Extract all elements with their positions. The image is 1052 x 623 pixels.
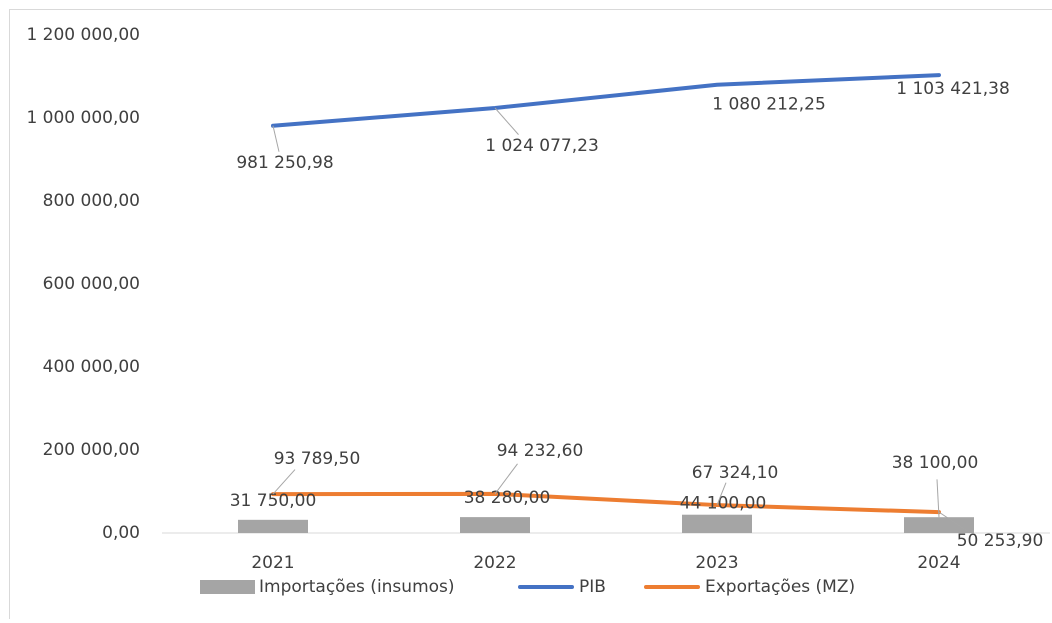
bar xyxy=(238,520,308,533)
data-label: 94 232,60 xyxy=(497,441,584,461)
x-tick-label: 2022 xyxy=(473,553,516,573)
legend-label: PIB xyxy=(579,577,606,597)
y-tick-label: 1 000 000,00 xyxy=(26,108,140,128)
y-tick-label: 1 200 000,00 xyxy=(26,25,140,45)
y-tick-label: 400 000,00 xyxy=(43,357,140,377)
leader-line xyxy=(273,126,279,152)
y-tick-label: 600 000,00 xyxy=(43,274,140,294)
bar xyxy=(682,515,752,533)
bar xyxy=(460,517,530,533)
data-label: 50 253,90 xyxy=(957,531,1044,551)
y-tick-label: 0,00 xyxy=(102,523,140,543)
data-label: 93 789,50 xyxy=(274,449,361,469)
x-tick-label: 2024 xyxy=(917,553,960,573)
line xyxy=(273,75,939,126)
data-label: 38 280,00 xyxy=(464,488,551,508)
data-label: 38 100,00 xyxy=(892,453,979,473)
line xyxy=(273,494,939,512)
y-tick-label: 800 000,00 xyxy=(43,191,140,211)
legend-label: Exportações (MZ) xyxy=(705,577,855,597)
x-tick-label: 2021 xyxy=(251,553,294,573)
data-label: 67 324,10 xyxy=(692,463,779,483)
legend-swatch xyxy=(200,580,255,594)
data-label: 1 080 212,25 xyxy=(712,95,826,115)
chart-border xyxy=(10,10,1052,620)
data-label: 981 250,98 xyxy=(236,153,333,173)
x-tick-label: 2023 xyxy=(695,553,738,573)
data-label: 1 103 421,38 xyxy=(896,79,1010,99)
data-label: 44 100,00 xyxy=(680,494,767,514)
y-tick-label: 200 000,00 xyxy=(43,440,140,460)
data-label: 1 024 077,23 xyxy=(485,136,599,156)
leader-line xyxy=(495,108,519,135)
legend-label: Importações (insumos) xyxy=(259,577,455,597)
